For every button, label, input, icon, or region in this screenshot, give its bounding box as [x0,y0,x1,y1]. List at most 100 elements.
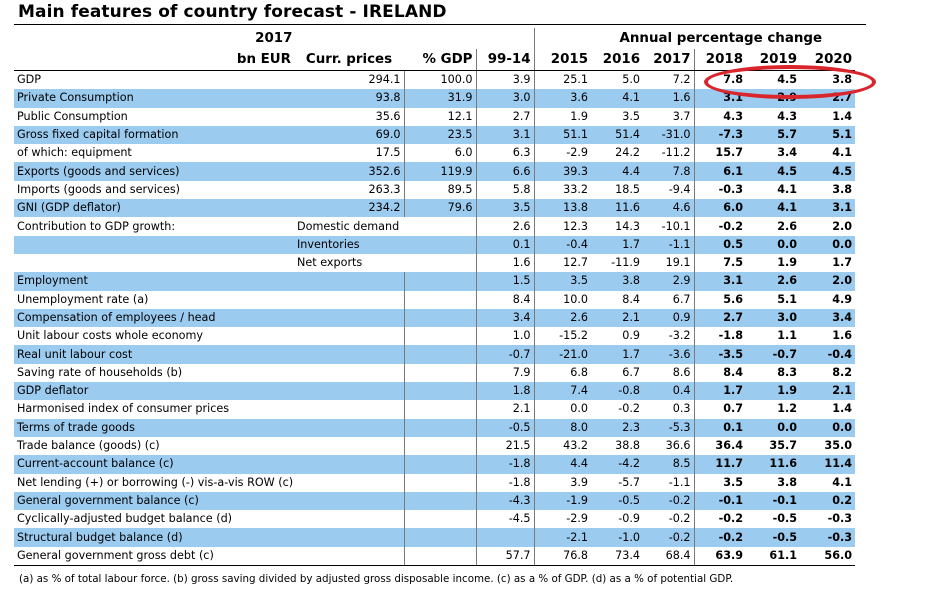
value-cell: -1.8 [476,473,535,492]
forecast-cell: 1.7 [694,382,747,401]
forecast-cell: 4.5 [800,162,856,181]
value-cell: 43.2 [563,439,589,453]
table-row: Private Consumption 93.8 31.9 3.0 3.6 4.1 1.6 3… [14,89,907,108]
value-cell: -11.2 [643,144,695,163]
current-prices-cell: 352.6 [294,162,405,181]
table-row: Inventories 0.1 -0.4 1.7 -1.1 0.5 0.0 0.0 [14,235,907,254]
forecast-cell: 7.5 [723,256,744,270]
row-label: GDP [17,73,42,87]
row-label: Unemployment rate (a) [17,292,149,306]
forecast-cell: -0.2 [718,512,744,526]
value-cell: 3.5 [534,272,592,291]
row-label: GNI (GDP deflator) [14,199,294,218]
value-cell: 3.0 [476,89,535,108]
value-cell: 8.4 [476,290,535,309]
current-prices-cell: 234.2 [294,199,405,218]
forecast-cell: 2.7 [800,89,856,108]
table-row: General government gross debt (c) 57.7 76.… [14,546,907,567]
current-prices-cell [294,290,405,309]
table-row: Exports (goods and services) 352.6 119.9 6.… [14,162,907,181]
value-cell: -31.0 [643,125,695,145]
value-cell: -4.5 [476,510,535,529]
pct-gdp-cell [404,436,477,456]
table-row: Structural budget balance (d) -2.1 -1.0 -0.… [14,528,907,547]
value-cell: -5.7 [618,475,641,489]
row-label: Terms of trade goods [14,418,294,437]
pct-gdp-cell [404,363,477,383]
forecast-cell: -0.1 [694,491,747,511]
header-curr-prices: Curr. prices [294,49,404,71]
value-cell: -0.8 [591,382,644,401]
forecast-cell: 6.1 [694,162,747,181]
value-cell: 25.1 [563,73,589,87]
pct-gdp-cell: 100.0 [404,70,477,90]
current-prices-cell [294,418,405,437]
value-cell: -21.0 [534,345,592,364]
value-cell: 3.4 [476,308,535,328]
value-cell: -0.4 [534,235,592,254]
table-row: Saving rate of households (b) 7.9 6.8 6.7 8.… [14,363,907,383]
row-label: GDP deflator [14,382,294,401]
forecast-cell: -0.2 [694,528,747,547]
row-label: General government balance (c) [14,491,294,511]
value-cell: 76.8 [534,546,592,567]
value-cell: 39.3 [534,162,592,181]
table-row: Contribution to GDP growth: Domestic dema… [14,217,907,236]
forecast-cell: 4.1 [777,182,798,196]
table-row: Trade balance (goods) (c) 21.5 43.2 38.8 36.… [14,436,907,456]
table-row: Current-account balance (c) -1.8 4.4 -4.2 8.… [14,455,907,474]
forecast-cell: 15.7 [715,146,744,160]
row-label: Real unit labour cost [14,345,294,364]
value-cell: 2.6 [476,217,535,236]
forecast-cell: 11.4 [800,455,856,474]
value-cell: 1.7 [591,235,644,254]
forecast-cell: 2.1 [800,382,856,401]
value-cell: -15.2 [559,329,589,343]
value-cell: 7.9 [476,363,535,383]
value-cell: 13.8 [534,199,592,218]
forecast-cell: 5.1 [777,292,798,306]
value-cell: 1.0 [476,327,535,346]
value-cell: 21.5 [476,436,535,456]
header-2018: 2018 [694,49,747,71]
row-label: Current-account balance (c) [14,455,294,474]
forecast-cell: 2.9 [746,89,801,108]
row-sublabel: Domestic demand [294,217,477,236]
forecast-cell: -1.8 [718,329,744,343]
current-prices-cell [294,528,405,547]
row-label [14,235,294,254]
value-cell: 6.6 [476,162,535,181]
table-row: Compensation of employees / head 3.4 2.6 2.… [14,308,907,328]
row-sublabel: Inventories [294,235,477,254]
forecast-cell: 2.0 [832,219,853,233]
value-cell: 8.0 [534,418,592,437]
value-cell: 3.5 [476,199,535,218]
forecast-cell: 4.9 [832,292,853,306]
forecast-table: 2017 Annual percentage change bn EUR Cur… [14,28,907,567]
row-label: Private Consumption [14,89,294,108]
value-cell: 5.8 [476,180,535,200]
table-body: 2017 Annual percentage change bn EUR Cur… [14,28,907,567]
forecast-cell: 63.9 [694,546,747,567]
row-label: Saving rate of households (b) [17,365,183,379]
value-cell: 2.7 [476,107,535,126]
forecast-cell: 2.0 [800,272,856,291]
row-label: Exports (goods and services) [14,162,294,181]
row-label: of which: equipment [17,146,132,160]
header-2016: 2016 [591,49,644,71]
value-cell: 57.7 [476,546,535,567]
value-cell: 3.9 [570,475,589,489]
value-cell: 1.8 [476,382,535,401]
value-cell: 8.5 [643,455,695,474]
forecast-cell: 0.0 [746,235,801,254]
value-cell: 12.3 [563,219,589,233]
forecast-cell: 36.4 [715,439,744,453]
pct-gdp-cell: 79.6 [404,199,477,218]
value-cell: 3.9 [476,70,535,90]
forecast-cell: 3.8 [777,475,798,489]
forecast-cell: 3.1 [694,272,747,291]
table-row: General government balance (c) -4.3 -1.9 -0… [14,491,907,511]
header-2020: 2020 [800,49,856,71]
value-cell: 3.6 [534,89,592,108]
pct-gdp-cell: 31.9 [404,89,477,108]
